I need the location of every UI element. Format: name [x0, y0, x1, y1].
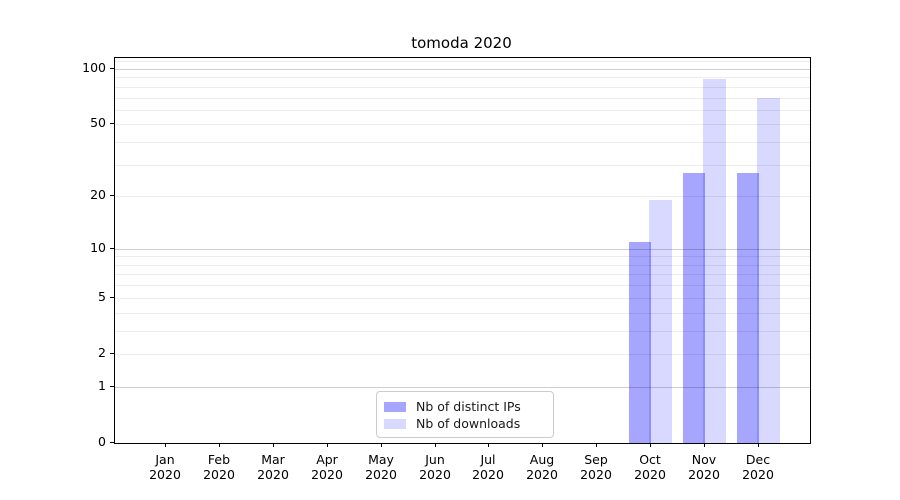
y-tick-mark-10	[110, 248, 114, 249]
y-tick-label-100: 100	[82, 60, 106, 75]
gridline-y-20	[115, 196, 810, 197]
y-tick-label-1: 1	[98, 378, 106, 393]
y-tick-mark-5	[110, 297, 114, 298]
x-tick-label-may-2020: May 2020	[365, 452, 397, 482]
x-tick-mark-may-2020	[381, 443, 382, 447]
y-tick-mark-100	[110, 68, 114, 69]
gridline-y-4	[115, 313, 810, 314]
gridline-y-80	[115, 87, 810, 88]
bar-nb-of-downloads-nov-2020	[703, 79, 727, 443]
x-tick-label-apr-2020: Apr 2020	[311, 452, 343, 482]
gridline-y-70	[115, 98, 810, 99]
bar-nb-of-distinct-ips-nov-2020	[683, 172, 706, 443]
gridline-y-110	[115, 61, 810, 62]
legend-swatch-downloads	[384, 418, 406, 429]
gridline-y-30	[115, 165, 810, 166]
x-tick-mark-nov-2020	[704, 443, 705, 447]
legend-swatch-distinct-ips	[384, 401, 406, 412]
x-tick-mark-feb-2020	[219, 443, 220, 447]
x-tick-mark-aug-2020	[542, 443, 543, 447]
gridline-y-2	[115, 354, 810, 355]
plot-area	[114, 57, 811, 444]
x-tick-label-nov-2020: Nov 2020	[688, 452, 720, 482]
bar-nb-of-distinct-ips-oct-2020	[629, 241, 652, 443]
y-tick-mark-0	[110, 442, 114, 443]
gridline-y-6	[115, 285, 810, 286]
gridline-y-3	[115, 331, 810, 332]
y-tick-label-10: 10	[90, 240, 106, 255]
gridline-y-100	[115, 69, 810, 70]
y-tick-label-20: 20	[90, 187, 106, 202]
x-tick-label-aug-2020: Aug 2020	[526, 452, 558, 482]
gridline-y-50	[115, 124, 810, 125]
gridline-y-1	[115, 387, 810, 388]
legend-item-downloads: Nb of downloads	[384, 415, 545, 432]
legend-item-distinct-ips: Nb of distinct IPs	[384, 398, 545, 415]
x-tick-label-feb-2020: Feb 2020	[203, 452, 235, 482]
x-tick-label-jun-2020: Jun 2020	[419, 452, 451, 482]
y-tick-mark-50	[110, 123, 114, 124]
x-tick-label-sep-2020: Sep 2020	[580, 452, 612, 482]
gridline-y-90	[115, 77, 810, 78]
x-tick-label-mar-2020: Mar 2020	[257, 452, 289, 482]
gridline-y-9	[115, 256, 810, 257]
bar-nb-of-downloads-dec-2020	[757, 97, 780, 443]
x-tick-label-jul-2020: Jul 2020	[472, 452, 504, 482]
gridline-y-60	[115, 110, 810, 111]
y-tick-label-5: 5	[98, 289, 106, 304]
x-tick-mark-sep-2020	[596, 443, 597, 447]
chart-title: tomoda 2020	[411, 34, 512, 52]
y-tick-mark-1	[110, 386, 114, 387]
y-tick-label-0: 0	[98, 434, 106, 449]
legend: Nb of distinct IPs Nb of downloads	[376, 391, 554, 438]
bar-nb-of-distinct-ips-dec-2020	[737, 172, 759, 443]
y-tick-label-50: 50	[90, 115, 106, 130]
gridline-y-40	[115, 142, 810, 143]
x-tick-mark-oct-2020	[650, 443, 651, 447]
x-tick-mark-dec-2020	[758, 443, 759, 447]
x-tick-mark-jan-2020	[165, 443, 166, 447]
x-tick-mark-mar-2020	[273, 443, 274, 447]
x-tick-mark-jul-2020	[488, 443, 489, 447]
x-tick-label-dec-2020: Dec 2020	[742, 452, 774, 482]
gridline-y-10	[115, 249, 810, 250]
gridline-y-8	[115, 265, 810, 266]
y-tick-mark-20	[110, 195, 114, 196]
gridline-y-7	[115, 274, 810, 275]
y-tick-mark-2	[110, 353, 114, 354]
legend-label: Nb of distinct IPs	[416, 399, 521, 414]
x-tick-label-oct-2020: Oct 2020	[634, 452, 666, 482]
bar-nb-of-downloads-oct-2020	[649, 200, 673, 443]
x-tick-mark-apr-2020	[327, 443, 328, 447]
y-tick-label-2: 2	[98, 345, 106, 360]
legend-label: Nb of downloads	[416, 416, 521, 431]
x-tick-mark-jun-2020	[435, 443, 436, 447]
gridline-y-5	[115, 298, 810, 299]
x-tick-label-jan-2020: Jan 2020	[149, 452, 181, 482]
